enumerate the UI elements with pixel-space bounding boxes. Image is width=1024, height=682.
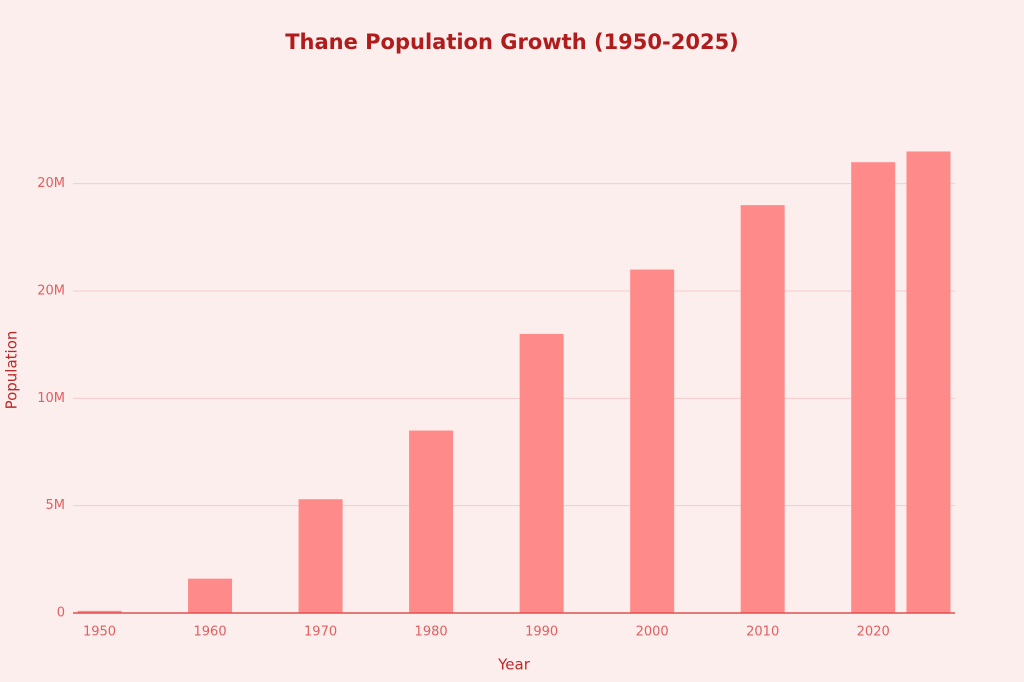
y-tick-label: 20M <box>37 176 65 191</box>
x-tick-label: 1950 <box>83 625 116 640</box>
chart-title: Thane Population Growth (1950-2025) <box>285 30 739 54</box>
bar <box>906 151 951 613</box>
y-tick-label: 10M <box>37 391 65 406</box>
x-tick-label: 1980 <box>415 625 448 640</box>
y-axis-label: Population <box>3 331 21 410</box>
bar <box>298 499 343 613</box>
x-tick-label: 1970 <box>304 625 337 640</box>
bar <box>519 333 564 613</box>
bar <box>740 205 785 613</box>
bar <box>851 162 896 613</box>
x-tick-label: 1990 <box>525 625 558 640</box>
bar <box>409 430 454 613</box>
x-tick-label: 1960 <box>194 625 227 640</box>
x-axis-label: Year <box>497 656 531 674</box>
bar <box>77 610 122 613</box>
bar <box>188 578 233 613</box>
y-tick-label: 20M <box>37 284 65 299</box>
bar <box>630 269 675 613</box>
x-tick-label: 2010 <box>746 625 779 640</box>
x-tick-label: 2000 <box>636 625 669 640</box>
y-tick-label: 5M <box>46 498 66 513</box>
y-tick-label: 0 <box>57 606 65 621</box>
x-tick-label: 2020 <box>857 625 890 640</box>
